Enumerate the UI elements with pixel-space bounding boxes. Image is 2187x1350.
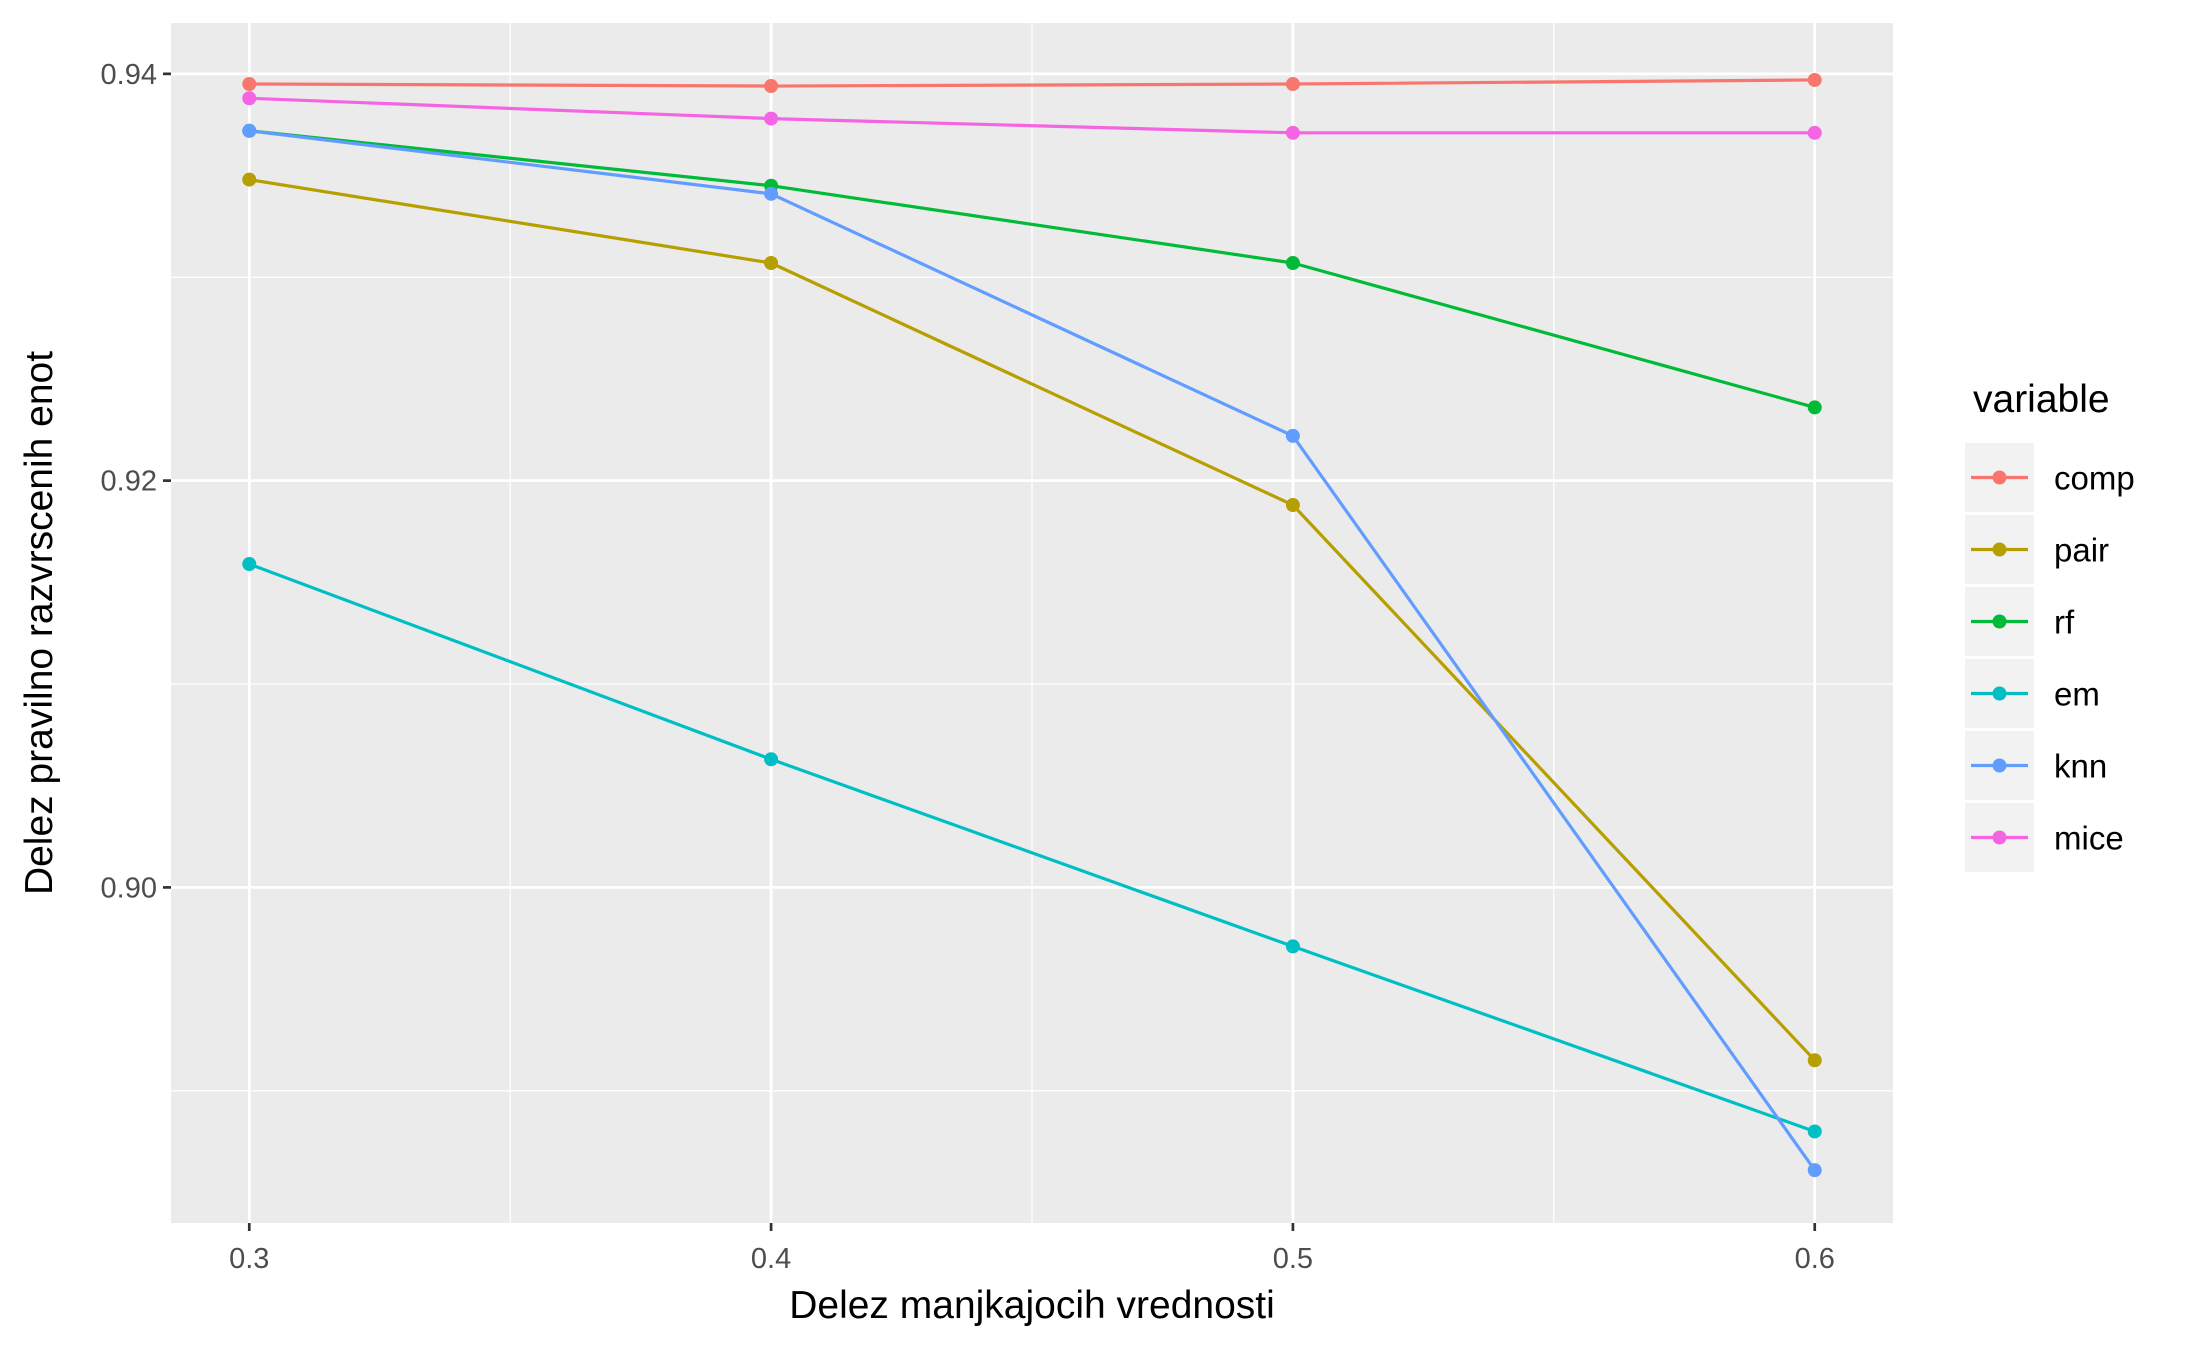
y-tick-label: 0.92 (101, 466, 157, 498)
data-point-mice (242, 91, 257, 106)
major-gridlines (171, 23, 1893, 1223)
x-tick-label: 0.4 (751, 1243, 791, 1275)
data-point-pair (1285, 498, 1300, 513)
y-tick-label: 0.94 (101, 59, 157, 91)
y-tick-label: 0.90 (101, 872, 157, 904)
x-tick-label: 0.6 (1795, 1243, 1835, 1275)
data-point-rf (1807, 400, 1822, 415)
legend-label-pair: pair (2054, 532, 2109, 569)
series-points (242, 72, 1822, 1178)
data-point-knn (1285, 428, 1300, 443)
data-point-pair (1807, 1053, 1822, 1068)
data-point-em (764, 752, 779, 767)
legend-key-point-mice (1992, 830, 2007, 845)
data-point-em (1285, 939, 1300, 954)
x-axis-title: Delez manjkajocih vrednosti (789, 1284, 1275, 1327)
data-point-pair (764, 256, 779, 270)
data-point-rf (1285, 256, 1300, 270)
series-line-mice (249, 96, 1815, 135)
series-line-pair (249, 178, 1816, 1062)
legend-label-em: em (2054, 676, 2100, 713)
data-point-knn (1807, 1163, 1822, 1178)
data-point-mice (1285, 125, 1300, 140)
legend-key-point-comp (1992, 470, 2007, 485)
series-line-knn (249, 129, 1817, 1172)
data-point-comp (1807, 72, 1822, 87)
data-point-pair (242, 172, 257, 187)
legend-title: variable (1973, 378, 2110, 421)
x-axis: 0.3 0.4 0.5 0.6 (229, 1223, 1835, 1275)
legend-key-point-pair (1992, 542, 2007, 557)
data-point-knn (242, 123, 257, 138)
series-line-em (248, 562, 1816, 1133)
legend-key-point-rf (1992, 614, 2007, 629)
data-point-comp (242, 77, 257, 92)
legend-label-knn: knn (2054, 748, 2107, 785)
series-lines (248, 78, 1817, 1172)
data-point-knn (764, 186, 779, 201)
legend-label-rf: rf (2054, 604, 2075, 641)
legend-label-comp: comp (2054, 460, 2135, 497)
data-point-em (1807, 1124, 1822, 1139)
data-point-mice (1807, 125, 1822, 140)
series-line-comp (249, 78, 1815, 88)
series-line-rf (249, 129, 1816, 409)
legend-key-point-em (1992, 686, 2007, 701)
y-axis-title: Delez pravilno razvrscenih enot (18, 351, 61, 895)
legend-label-mice: mice (2054, 820, 2124, 857)
data-point-mice (764, 111, 779, 126)
data-point-comp (764, 79, 779, 94)
data-point-comp (1285, 77, 1300, 92)
data-point-em (242, 557, 257, 572)
legend: variable comp pair rf em knn mice (1965, 378, 2135, 872)
legend-key-point-knn (1992, 758, 2007, 773)
y-axis: 0.90 0.92 0.94 (101, 59, 171, 904)
x-tick-label: 0.5 (1273, 1243, 1313, 1275)
x-tick-label: 0.3 (229, 1243, 269, 1275)
